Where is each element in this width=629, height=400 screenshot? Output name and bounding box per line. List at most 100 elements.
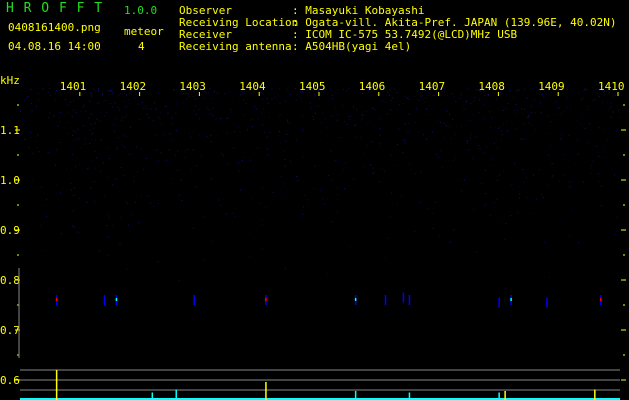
noise-speck [397, 202, 399, 204]
noise-speck [355, 136, 357, 138]
noise-speck [414, 121, 416, 123]
noise-speck [36, 187, 38, 189]
noise-speck [80, 111, 82, 113]
noise-speck [296, 139, 298, 141]
noise-speck [500, 130, 502, 132]
noise-speck [112, 225, 114, 227]
noise-speck [453, 96, 455, 98]
noise-speck [117, 137, 119, 139]
noise-speck [612, 111, 614, 113]
noise-speck [325, 127, 327, 129]
noise-speck [619, 228, 621, 230]
noise-speck [262, 98, 264, 100]
noise-speck [77, 97, 79, 99]
x-tick-label: 1409 [538, 80, 565, 93]
noise-speck [222, 155, 224, 157]
noise-speck [595, 99, 597, 101]
noise-speck [469, 136, 471, 138]
noise-speck [402, 139, 404, 141]
noise-speck [220, 118, 222, 120]
noise-speck [295, 88, 297, 90]
noise-speck [125, 106, 127, 108]
noise-speck [604, 90, 606, 92]
noise-speck [342, 169, 344, 171]
noise-speck [165, 106, 167, 108]
noise-speck [330, 179, 332, 181]
noise-speck [603, 94, 605, 96]
echo-core [510, 298, 512, 301]
noise-speck [505, 121, 507, 123]
noise-speck [563, 154, 565, 156]
noise-speck [138, 119, 140, 121]
noise-speck [356, 109, 358, 111]
noise-speck [94, 122, 96, 124]
noise-speck [212, 241, 214, 243]
noise-speck [89, 129, 91, 131]
noise-speck [214, 90, 216, 92]
noise-speck [123, 175, 125, 177]
noise-speck [205, 91, 207, 93]
noise-speck [610, 106, 612, 108]
noise-speck [525, 177, 527, 179]
noise-speck [392, 97, 394, 99]
noise-speck [406, 97, 408, 99]
noise-speck [479, 99, 481, 101]
noise-speck [381, 100, 383, 102]
noise-speck [443, 137, 445, 139]
noise-speck [90, 123, 92, 125]
x-tick-label: 1405 [299, 80, 326, 93]
noise-speck [148, 117, 150, 119]
noise-speck [266, 98, 268, 100]
noise-speck [450, 138, 452, 140]
noise-speck [496, 179, 498, 181]
noise-speck [151, 247, 153, 249]
noise-speck [451, 92, 453, 94]
noise-speck [72, 130, 74, 132]
noise-speck [361, 118, 363, 120]
noise-speck [570, 109, 572, 111]
noise-speck [527, 117, 529, 119]
x-axis: 1401 1402 1403 1404 1405 1406 1407 1408 1409 1410 [60, 80, 625, 96]
noise-speck [344, 188, 346, 190]
noise-speck [256, 108, 258, 110]
noise-speck [174, 154, 176, 156]
noise-speck [513, 97, 515, 99]
noise-speck [107, 177, 109, 179]
noise-speck [210, 178, 212, 180]
noise-speck [274, 96, 276, 98]
noise-speck [115, 178, 117, 180]
noise-speck [472, 100, 474, 102]
noise-speck [337, 187, 339, 189]
noise-speck [111, 106, 113, 108]
noise-speck [366, 144, 368, 146]
meteor-bar [55, 370, 58, 400]
noise-speck [81, 95, 83, 97]
noise-speck [501, 88, 503, 90]
noise-speck [96, 102, 98, 104]
noise-speck [240, 94, 242, 96]
noise-speck [346, 123, 348, 125]
noise-speck [548, 114, 550, 116]
noise-speck [77, 231, 79, 233]
noise-speck [144, 105, 146, 107]
noise-speck [295, 99, 297, 101]
noise-speck [319, 139, 321, 141]
noise-speck [59, 111, 61, 113]
noise-speck [595, 145, 597, 147]
noise-speck [286, 88, 288, 90]
echo-trace [408, 295, 411, 305]
noise-speck [55, 164, 57, 166]
noise-speck [615, 233, 617, 235]
noise-speck [431, 104, 433, 106]
noise-speck [30, 131, 32, 133]
noise-speck [100, 170, 102, 172]
noise-speck [372, 107, 374, 109]
noise-speck [210, 134, 212, 136]
noise-speck [592, 160, 594, 162]
noise-speck [495, 92, 497, 94]
noise-speck [53, 115, 55, 117]
noise-speck [28, 146, 30, 148]
noise-speck [335, 108, 337, 110]
noise-speck [523, 108, 525, 110]
noise-speck [93, 127, 95, 129]
